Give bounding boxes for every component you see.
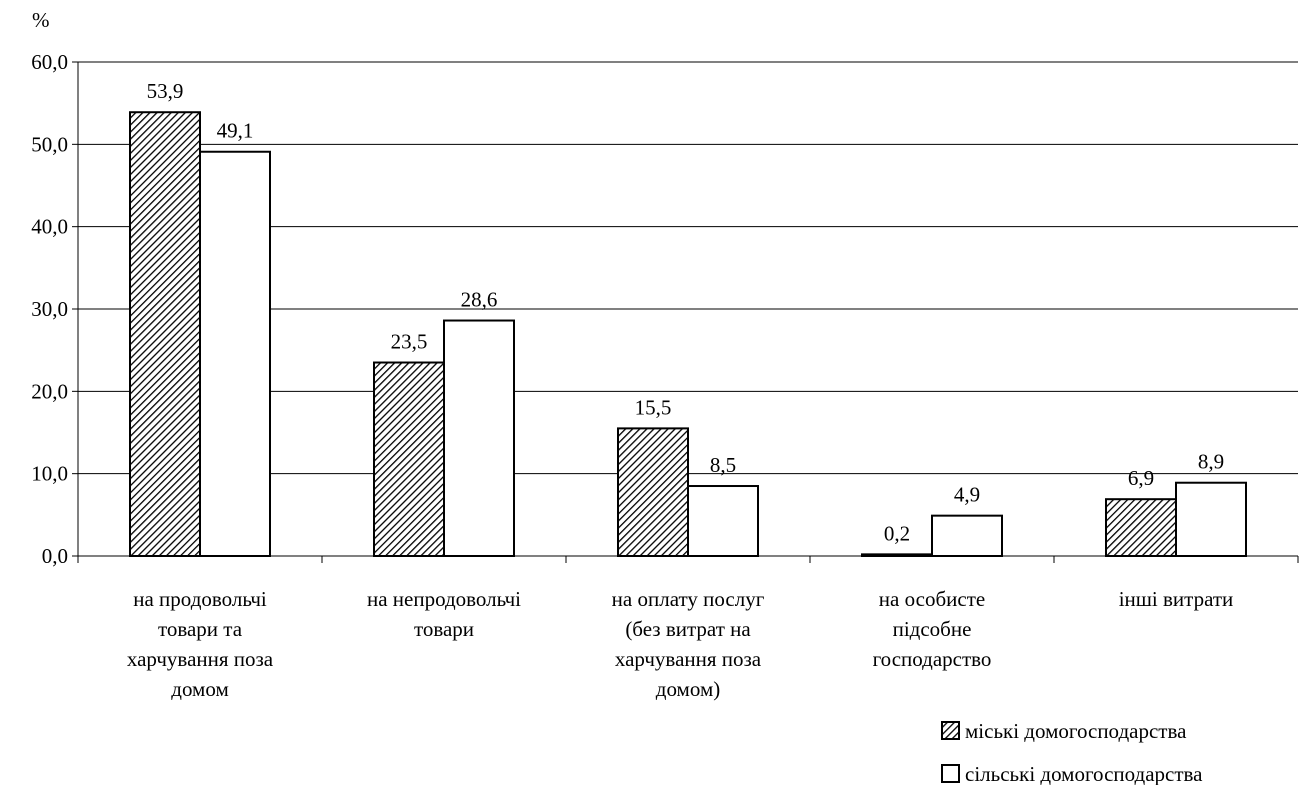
legend-swatch [941, 721, 960, 740]
category-label: на продовольчі [133, 587, 267, 611]
y-tick-label: 10,0 [31, 462, 68, 486]
y-tick-label: 30,0 [31, 297, 68, 321]
data-label: 6,9 [1128, 466, 1154, 490]
category-label: харчування поза [615, 647, 762, 671]
data-labels: 53,9 49,1 23,5 28,6 15,5 8,5 0,2 4,9 6,9 8,9 [147, 79, 1225, 545]
category-label: товари [414, 617, 474, 641]
legend-label: сільські домогосподарства [965, 762, 1203, 785]
category-label: (без витрат на [625, 617, 751, 641]
bar-rural [687, 485, 759, 557]
data-label: 8,5 [710, 453, 736, 477]
category-label: на непродовольчі [367, 587, 521, 611]
bars [129, 111, 1247, 558]
data-label: 4,9 [954, 483, 980, 507]
bar-rural [199, 150, 271, 557]
bar-rural [1175, 481, 1247, 557]
data-label: 8,9 [1198, 450, 1224, 474]
y-axis-label: % [32, 8, 50, 32]
bar-rural [931, 514, 1003, 558]
data-label: 49,1 [217, 119, 254, 143]
y-tick-label: 60,0 [31, 50, 68, 74]
bar-rural [443, 319, 515, 557]
category-label: харчування поза [127, 647, 274, 671]
category-label: домом [171, 677, 228, 701]
category-label: підсобне [893, 617, 972, 641]
category-label: на оплату послуг [612, 587, 765, 611]
y-tick-label: 40,0 [31, 215, 68, 239]
axes: 0,0 10,0 20,0 30,0 40,0 50,0 60,0 [31, 50, 1299, 568]
gridlines [78, 61, 1298, 475]
category-label: на особисте [879, 587, 985, 611]
bar-urban [129, 111, 201, 558]
data-label: 28,6 [461, 288, 498, 312]
data-label: 15,5 [635, 395, 672, 419]
legend: міські домогосподарства сільські домогосп… [941, 719, 1203, 785]
legend-label: міські домогосподарства [965, 719, 1187, 743]
bar-urban [1105, 498, 1177, 558]
bar-urban [373, 361, 445, 557]
y-tick-label: 0,0 [42, 544, 68, 568]
category-label: товари та [158, 617, 243, 641]
legend-swatch [941, 764, 960, 783]
data-label: 23,5 [391, 330, 428, 354]
category-label: інші витрати [1119, 587, 1234, 611]
bar-urban [617, 427, 689, 557]
data-label: 0,2 [884, 521, 910, 545]
y-tick-label: 20,0 [31, 379, 68, 403]
data-label: 53,9 [147, 79, 184, 103]
category-label: господарство [873, 647, 992, 671]
category-label: домом) [656, 677, 720, 701]
y-tick-label: 50,0 [31, 132, 68, 156]
category-labels: на продовольчі товари та харчування поза до… [127, 587, 1233, 701]
bar-urban [861, 553, 933, 557]
